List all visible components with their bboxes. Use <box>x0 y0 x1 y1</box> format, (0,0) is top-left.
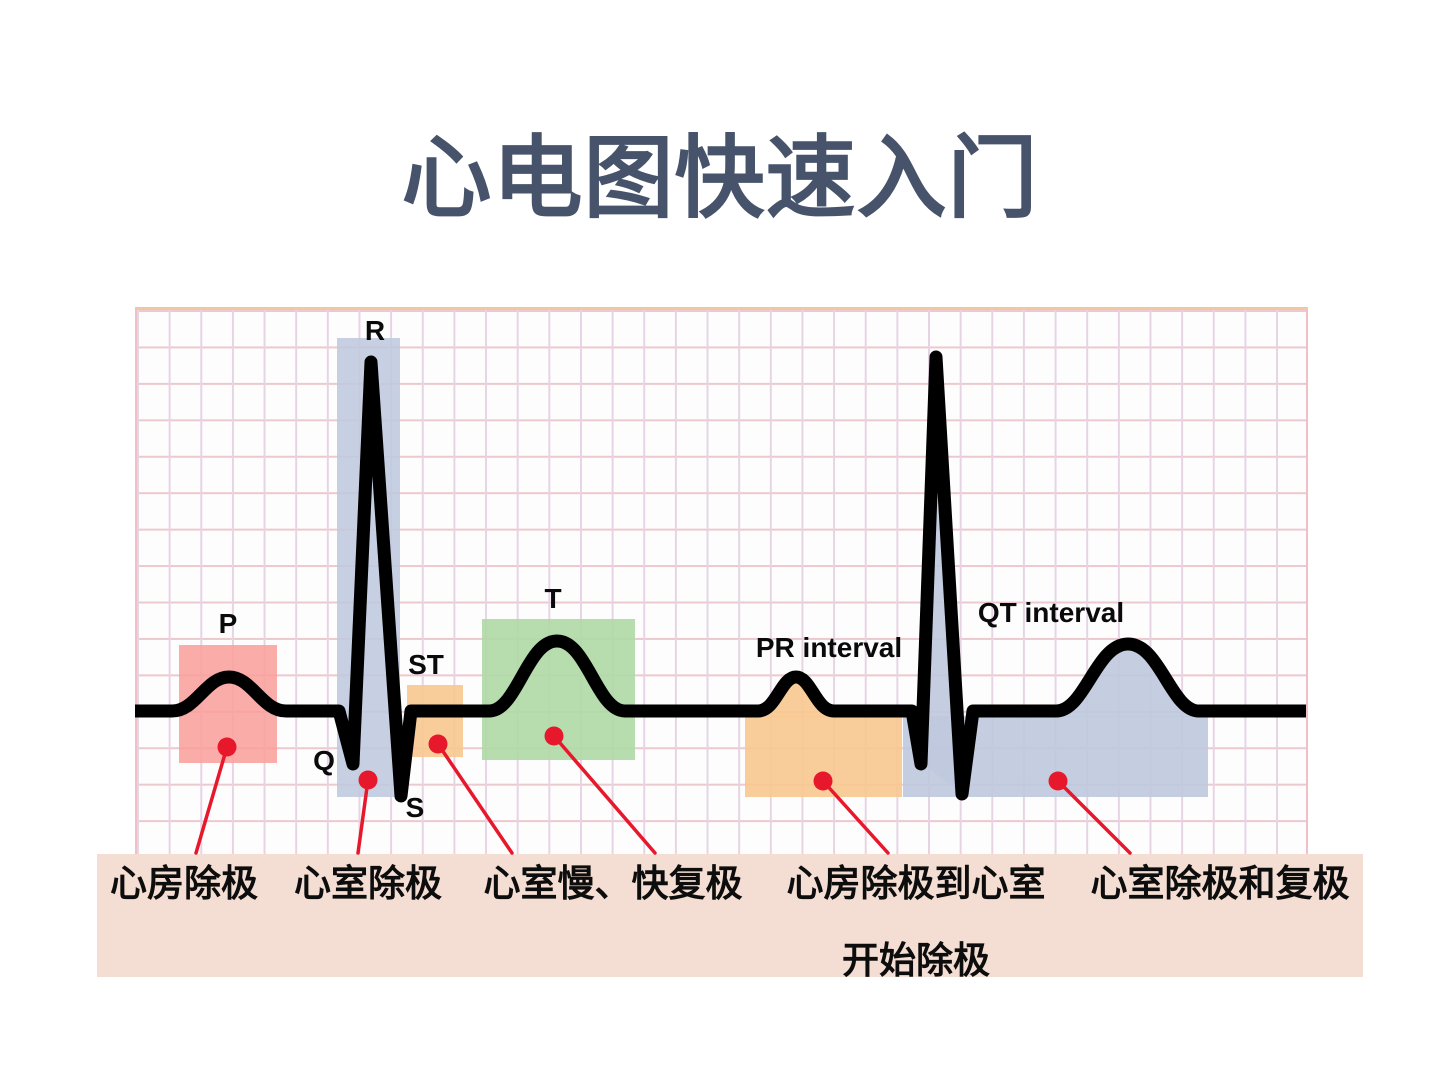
wave-label-p: P <box>219 608 238 639</box>
callout-dot-t <box>544 726 564 746</box>
callout-line-qt <box>1056 779 1132 855</box>
annotation-ventricular-repolarization: 心室慢、快复极 <box>484 866 743 903</box>
callout-dot-pr <box>813 771 833 791</box>
annotation-atrial-depolarization: 心房除极 <box>110 866 258 903</box>
annotation-text: 心室除极和复极 <box>1090 864 1350 905</box>
callout-line-st <box>436 742 514 855</box>
callout-dot-st <box>428 734 448 754</box>
annotation-text: 心房除极 <box>110 864 258 905</box>
callout-line-p <box>194 745 229 855</box>
pr-interval-pwave-fill <box>758 681 834 717</box>
callout-line-qrs <box>356 778 370 855</box>
annotation-qt-interval-meaning: 心室除极和复极 <box>1091 866 1350 903</box>
wave-label-r: R <box>365 315 385 346</box>
wave-label-pr-interval: PR interval <box>756 632 902 663</box>
callout-line-pr <box>821 779 890 855</box>
annotation-band: 心房除极 心室除极 心室慢、快复极 心房除极到心室 开始除极 心室除极和复极 <box>97 854 1363 980</box>
annotation-text: 心房除极到心室 <box>786 864 1046 905</box>
page-title: 心电图快速入门 <box>401 130 1039 229</box>
wave-label-st: ST <box>408 649 444 680</box>
annotation-text-line2: 开始除极 <box>842 941 990 982</box>
wave-label-s: S <box>406 792 425 823</box>
annotation-ventricular-depolarization: 心室除极 <box>294 866 442 903</box>
wave-label-qt-interval: QT interval <box>978 597 1124 628</box>
callout-dot-qt <box>1048 771 1068 791</box>
callout-dot-p <box>217 737 237 757</box>
wave-label-q: Q <box>313 745 335 776</box>
qt-interval-twave-fill <box>1056 648 1199 717</box>
annotation-pr-interval-meaning: 心房除极到心室 开始除极 <box>787 866 1046 980</box>
ecg-trace <box>135 350 1306 803</box>
annotation-text: 心室慢、快复极 <box>483 864 743 905</box>
callout-line-t <box>552 734 657 855</box>
annotation-text: 心室除极 <box>294 864 442 905</box>
wave-label-t: T <box>544 583 561 614</box>
callout-dot-qrs <box>358 770 378 790</box>
